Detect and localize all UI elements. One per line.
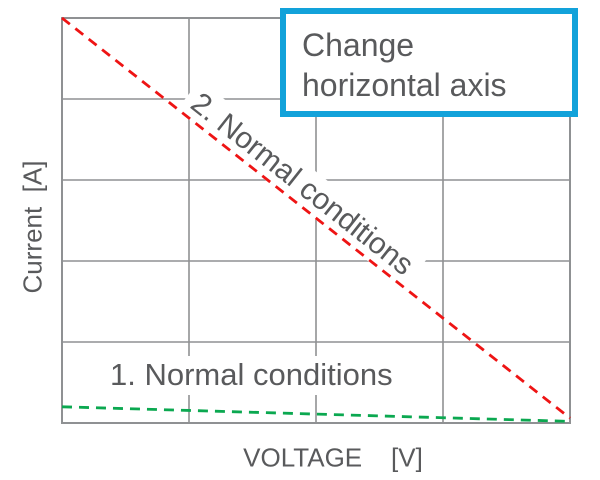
series-label-1-normal-conditions: 1. Normal conditions (100, 356, 403, 395)
x-axis-label: VOLTAGE [V] (243, 442, 423, 473)
callout-text-line2: horizontal axis (302, 67, 507, 103)
y-axis-label: Current [A] (17, 160, 48, 294)
callout-text-line1: Change (302, 27, 415, 63)
callout-change-horizontal-axis: Change horizontal axis (280, 8, 578, 117)
